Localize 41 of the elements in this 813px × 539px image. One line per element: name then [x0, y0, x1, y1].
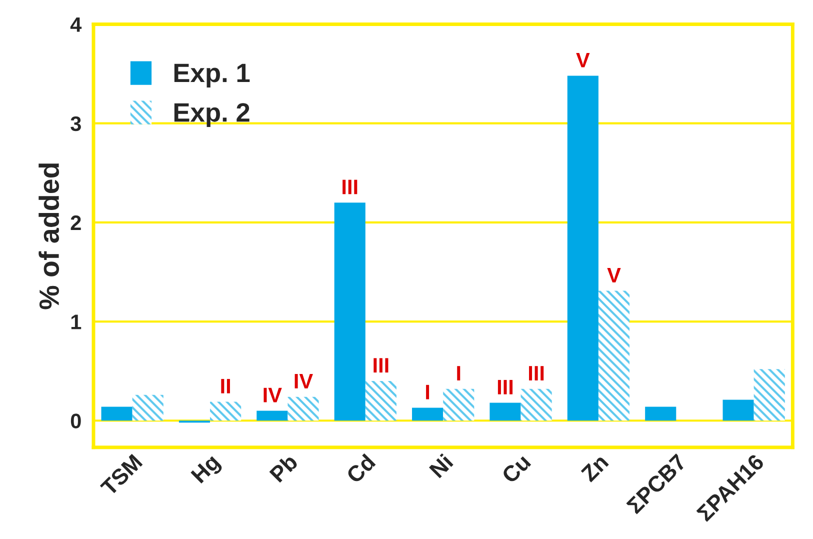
- y-tick-label: 4: [70, 17, 82, 32]
- bar: [210, 402, 242, 421]
- x-tick-label: Cu: [500, 454, 532, 484]
- bar: [598, 290, 630, 421]
- data-label: II: [221, 378, 230, 394]
- bar: [132, 394, 164, 421]
- y-axis-title: % of added: [38, 164, 60, 310]
- data-label: III: [374, 358, 388, 372]
- bar: [334, 202, 366, 421]
- data-label: I: [426, 384, 430, 400]
- legend-label: Exp. 2: [174, 103, 250, 128]
- bar: [722, 400, 754, 421]
- bar: [365, 380, 396, 421]
- data-label: I: [457, 366, 460, 380]
- data-label: IV: [264, 388, 282, 402]
- bar: [256, 410, 288, 421]
- bar: [520, 388, 552, 421]
- bar: [490, 402, 521, 421]
- bar: [754, 369, 785, 421]
- legend-label: Exp. 1: [174, 64, 250, 88]
- x-tick-label: Zn: [580, 454, 609, 482]
- bar: [645, 406, 676, 421]
- bar: [443, 388, 474, 421]
- y-tick-label: 0: [70, 414, 81, 428]
- y-tick-label: 2: [70, 215, 81, 230]
- x-tick-label: Ni: [428, 453, 454, 478]
- x-tick-label: Hg: [190, 454, 224, 487]
- data-label: III: [342, 180, 358, 194]
- bar: [288, 396, 319, 421]
- y-tick-label: 3: [70, 116, 81, 132]
- data-label: IV: [294, 374, 313, 388]
- bar: [412, 408, 444, 421]
- data-label: V: [576, 52, 590, 68]
- bar: [101, 406, 132, 421]
- x-tick-label: Pb: [268, 452, 299, 483]
- x-tick-label: Cd: [345, 453, 376, 484]
- bar: [567, 76, 598, 421]
- data-label: III: [498, 380, 513, 394]
- data-label: V: [607, 268, 621, 282]
- y-tick-label: 1: [71, 314, 82, 330]
- data-label: III: [529, 366, 544, 380]
